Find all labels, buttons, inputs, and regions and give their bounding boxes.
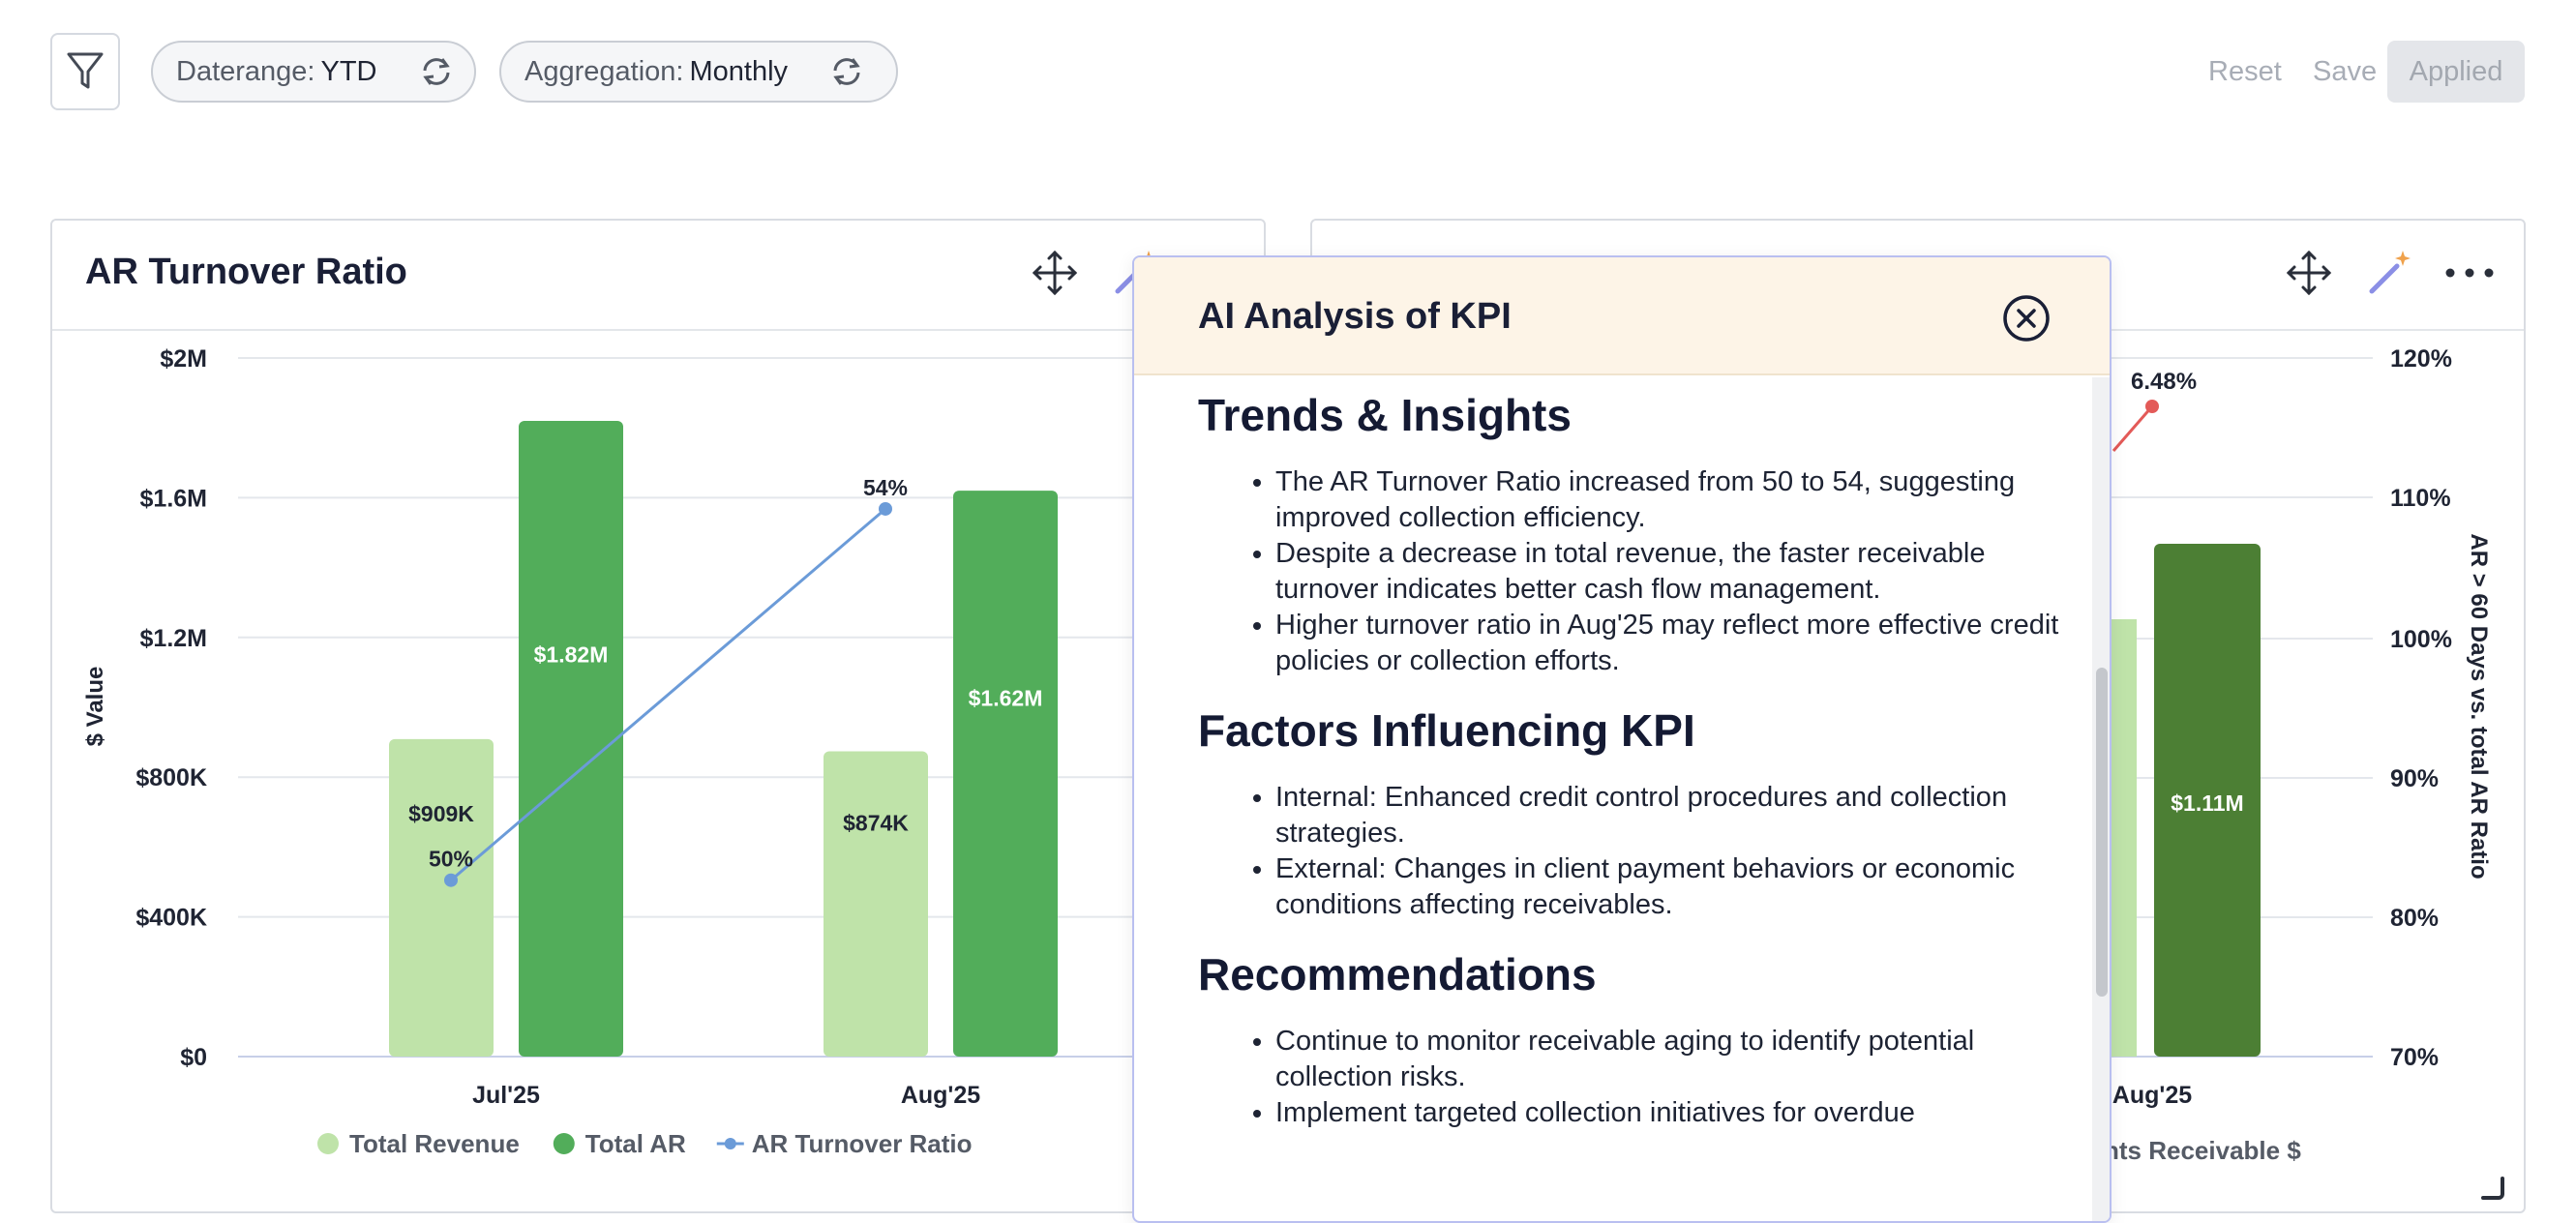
section-heading: Factors Influencing KPI <box>1198 705 1695 756</box>
bar-label: $874K <box>843 811 909 836</box>
section-list: Continue to monitor receivable aging to … <box>1198 1024 2069 1131</box>
legend-item[interactable]: AR Turnover Ratio <box>752 1129 973 1158</box>
line-point[interactable] <box>879 501 892 516</box>
list-item: Continue to monitor receivable aging to … <box>1275 1024 2069 1095</box>
y-tick-label: $400K <box>135 905 207 932</box>
right-tick-label: 120% <box>2390 345 2452 373</box>
legend-marker <box>317 1133 339 1154</box>
bar-label: $1.62M <box>969 685 1043 710</box>
reset-button[interactable]: Reset <box>2208 56 2282 87</box>
list-item: Despite a decrease in total revenue, the… <box>1275 536 2069 608</box>
list-item: External: Changes in client payment beha… <box>1275 851 2069 923</box>
bar[interactable] <box>824 751 928 1057</box>
ar-turnover-card: AR Turnover Ratio $2M $1.6M $1.2M $800K $400… <box>50 219 1268 1213</box>
bar[interactable] <box>953 491 1058 1057</box>
point-label: 54% <box>863 475 908 500</box>
x-tick-label: Aug'25 <box>901 1082 980 1109</box>
right-tick-label: 110% <box>2390 485 2451 512</box>
ai-analysis-popup: AI Analysis of KPI Trends & Insights The… <box>1132 255 2112 1223</box>
ar-turnover-chart: $2M $1.6M $1.2M $800K $400K $0 $ Value $909K $1.… <box>82 345 1268 1158</box>
y-tick-label: $1.2M <box>140 625 207 652</box>
scrollbar-thumb[interactable] <box>2096 668 2108 997</box>
analysis-section: Recommendations Continue to monitor rece… <box>1198 923 2092 1131</box>
bar-label: $909K <box>408 801 474 826</box>
bar[interactable] <box>2154 544 2261 1057</box>
line-point[interactable] <box>444 873 458 887</box>
filter-button[interactable] <box>50 33 120 110</box>
section-list: Internal: Enhanced credit control proced… <box>1198 780 2069 923</box>
list-item: The AR Turnover Ratio increased from 50 … <box>1275 464 2069 536</box>
x-tick-label: Jul'25 <box>472 1082 540 1109</box>
applied-button[interactable]: Applied <box>2387 41 2525 103</box>
point-label: 6.48% <box>2131 369 2197 395</box>
more-icon[interactable] <box>2441 244 2499 302</box>
legend-item[interactable]: Total Revenue <box>349 1129 520 1158</box>
legend-item[interactable]: nts Receivable $ <box>2104 1136 2301 1165</box>
bar-label: $1.82M <box>534 642 609 668</box>
daterange-filter[interactable]: Daterange: YTD <box>151 41 476 103</box>
right-axis-label: AR > 60 Days vs. total AR Ratio <box>2466 533 2492 879</box>
daterange-label: Daterange: <box>176 55 315 87</box>
refresh-icon[interactable] <box>418 55 455 88</box>
list-item: Higher turnover ratio in Aug'25 may refl… <box>1275 608 2069 679</box>
card-title: AR Turnover Ratio <box>85 252 407 292</box>
popup-title: AI Analysis of KPI <box>1198 296 1512 337</box>
aggregation-filter[interactable]: Aggregation: Monthly <box>499 41 898 103</box>
refresh-icon[interactable] <box>828 55 865 88</box>
magic-wand-icon[interactable] <box>2361 244 2419 302</box>
bar-label: $1.11M <box>2171 790 2243 816</box>
bar[interactable] <box>389 738 494 1057</box>
analysis-section: Trends & Insights The AR Turnover Ratio … <box>1198 377 2092 679</box>
legend-marker <box>553 1133 575 1154</box>
save-button[interactable]: Save <box>2313 56 2378 87</box>
list-item: Internal: Enhanced credit control proced… <box>1275 780 2069 851</box>
y-axis-label: $ Value <box>82 667 108 747</box>
section-heading: Trends & Insights <box>1198 390 1572 440</box>
move-icon[interactable] <box>1026 244 1084 302</box>
y-tick-label: $2M <box>160 345 207 373</box>
daterange-value: YTD <box>320 55 377 87</box>
legend-marker <box>724 1138 736 1149</box>
right-tick-label: 100% <box>2390 626 2452 653</box>
list-item: Implement targeted collection initiative… <box>1275 1095 2069 1131</box>
bar[interactable] <box>2112 619 2137 1057</box>
y-tick-label: $0 <box>180 1044 207 1071</box>
section-list: The AR Turnover Ratio increased from 50 … <box>1198 464 2069 679</box>
bar[interactable] <box>519 420 623 1057</box>
point-label: 50% <box>429 847 473 872</box>
filter-icon <box>67 52 104 89</box>
section-heading: Recommendations <box>1198 949 1597 999</box>
move-icon[interactable] <box>2280 244 2338 302</box>
y-tick-label: $1.6M <box>140 485 207 512</box>
card-header: AR Turnover Ratio <box>52 221 1264 331</box>
close-circle-icon[interactable] <box>2000 292 2052 344</box>
popup-header: AI Analysis of KPI <box>1134 257 2110 375</box>
legend-item[interactable]: Total AR <box>585 1129 686 1158</box>
right-tick-label: 90% <box>2390 765 2439 792</box>
right-tick-label: 80% <box>2390 905 2439 932</box>
popup-scrollbar[interactable] <box>2092 377 2110 1221</box>
line-point[interactable] <box>2145 400 2159 413</box>
x-tick-label: Aug'25 <box>2112 1082 2192 1109</box>
y-tick-label: $800K <box>135 764 207 791</box>
right-tick-label: 70% <box>2390 1044 2439 1071</box>
aggregation-label: Aggregation: <box>524 55 684 87</box>
aggregation-value: Monthly <box>689 55 789 87</box>
line-series <box>450 507 886 881</box>
popup-body[interactable]: Trends & Insights The AR Turnover Ratio … <box>1134 377 2092 1221</box>
analysis-section: Factors Influencing KPI Internal: Enhanc… <box>1198 679 2092 923</box>
resize-handle-icon[interactable] <box>2481 1177 2504 1200</box>
